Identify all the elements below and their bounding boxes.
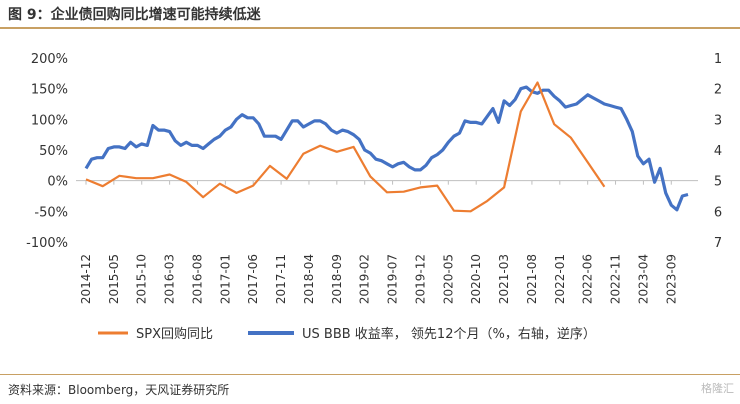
y-axis-left: 200% 150% 100% 50% 0% -50% -100% (26, 52, 68, 251)
y-left-tick-label: 50% (39, 144, 68, 159)
watermark: 格隆汇 (701, 382, 734, 395)
y-left-tick-label: 100% (31, 113, 68, 128)
legend-label: SPX回购同比 (136, 326, 213, 342)
x-tick-label: 2022-01 (553, 254, 567, 304)
x-tick-label: 2015-05 (107, 254, 121, 304)
x-tick-label: 2019-07 (386, 254, 400, 304)
x-tick-label: 2015-10 (135, 254, 149, 304)
y-left-tick-label: 0% (47, 175, 68, 190)
x-tick-label: 2019-02 (358, 254, 372, 304)
x-tick-label: 2018-09 (330, 254, 344, 304)
chart-title: 图 9：企业债回购同比增速可能持续低迷 (8, 7, 261, 23)
legend: SPX回购同比 US BBB 收益率， 领先12个月（%，右轴，逆序） (98, 326, 596, 342)
x-tick-label: 2022-06 (581, 254, 595, 304)
x-tick-label: 2014-12 (79, 254, 93, 304)
x-tick-label: 2022-11 (609, 254, 623, 304)
footer-divider (0, 374, 740, 375)
y-left-tick-label: -100% (26, 236, 68, 251)
x-tick-label: 2019-12 (413, 254, 427, 304)
x-tick-label: 2020-10 (469, 254, 483, 304)
x-tick-label: 2017-06 (246, 254, 260, 304)
series-line-us-bbb (84, 85, 689, 212)
y-left-tick-label: 150% (31, 83, 68, 98)
y-right-tick-label: 1 (714, 52, 722, 67)
y-left-tick-label: -50% (34, 205, 68, 220)
y-right-tick-label: 6 (714, 205, 722, 220)
x-tick-label: 2016-08 (190, 254, 204, 304)
series-line-spx (85, 81, 606, 213)
y-right-tick-label: 2 (714, 83, 722, 98)
x-axis: 2014-12 2015-05 2015-10 2016-03 2016-08 2017-… (76, 180, 698, 304)
x-tick-label: 2023-04 (636, 254, 650, 304)
y-right-tick-label: 4 (714, 144, 722, 159)
chart: 2014-12 2015-05 2015-10 2016-03 2016-08 2017-… (26, 52, 722, 342)
series-group (84, 81, 689, 213)
source-note: 资料来源：Bloomberg，天风证券研究所 (8, 383, 230, 397)
x-tick-label: 2021-08 (525, 254, 539, 304)
x-tick-label: 2017-11 (274, 254, 288, 304)
y-right-tick-label: 5 (714, 175, 722, 190)
x-tick-label: 2020-05 (441, 254, 455, 304)
y-left-tick-label: 200% (31, 52, 68, 67)
legend-label: US BBB 收益率， 领先12个月（%，右轴，逆序） (302, 326, 596, 342)
title-divider (0, 27, 740, 29)
y-right-tick-label: 7 (714, 236, 722, 251)
x-tick-label: 2023-09 (664, 254, 678, 304)
x-tick-label: 2021-03 (497, 254, 511, 304)
y-right-tick-label: 3 (714, 113, 722, 128)
x-tick-label: 2018-04 (302, 254, 316, 304)
y-axis-right: 1 2 3 4 5 6 7 (714, 52, 722, 251)
x-tick-label: 2016-03 (163, 254, 177, 304)
x-tick-label: 2017-01 (218, 254, 232, 304)
